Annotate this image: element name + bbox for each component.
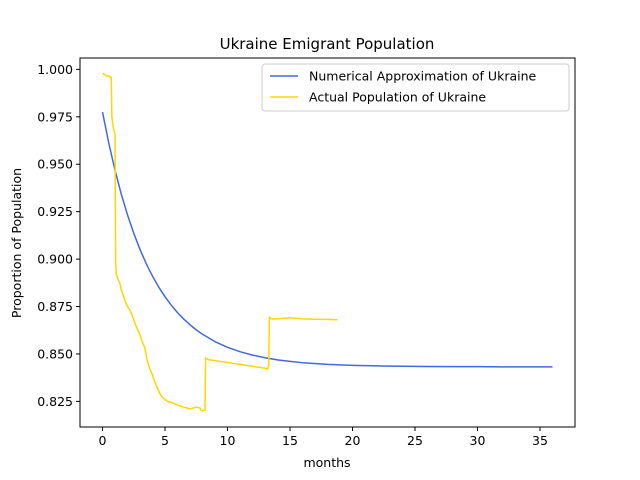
y-tick-label: 0.875 bbox=[37, 299, 73, 314]
y-tick-label: 0.950 bbox=[37, 157, 73, 172]
chart-title: Ukraine Emigrant Population bbox=[220, 35, 435, 53]
x-tick-label: 15 bbox=[282, 433, 298, 448]
y-tick-label: 0.850 bbox=[37, 346, 73, 361]
x-tick-label: 10 bbox=[220, 433, 236, 448]
y-tick-label: 1.000 bbox=[37, 62, 73, 77]
x-axis-ticks: 0 5 10 15 20 25 30 35 bbox=[99, 427, 548, 448]
x-tick-label: 20 bbox=[345, 433, 361, 448]
x-tick-label: 25 bbox=[407, 433, 423, 448]
legend-label-actual: Actual Population of Ukraine bbox=[309, 90, 486, 105]
plot-frame bbox=[79, 57, 576, 428]
y-tick-label: 0.925 bbox=[37, 204, 73, 219]
y-tick-label: 0.975 bbox=[37, 109, 73, 124]
x-tick-label: 5 bbox=[161, 433, 169, 448]
series-line-0 bbox=[101, 111, 553, 368]
x-tick-label: 30 bbox=[470, 433, 486, 448]
y-tick-label: 0.825 bbox=[37, 394, 73, 409]
x-axis-label: months bbox=[303, 455, 350, 470]
y-tick-label: 0.900 bbox=[37, 252, 73, 267]
plot-series bbox=[101, 72, 553, 412]
y-axis-ticks: 0.825 0.850 0.875 0.900 0.925 0.950 0.975 1.000 bbox=[37, 62, 80, 409]
series-line-1 bbox=[102, 72, 338, 412]
x-tick-label: 35 bbox=[532, 433, 548, 448]
legend: Numerical Approximation of Ukraine Actua… bbox=[261, 63, 570, 112]
x-tick-label: 0 bbox=[99, 433, 107, 448]
legend-box bbox=[261, 63, 570, 112]
y-axis-label: Proportion of Population bbox=[9, 168, 24, 318]
legend-label-numerical: Numerical Approximation of Ukraine bbox=[309, 69, 537, 84]
